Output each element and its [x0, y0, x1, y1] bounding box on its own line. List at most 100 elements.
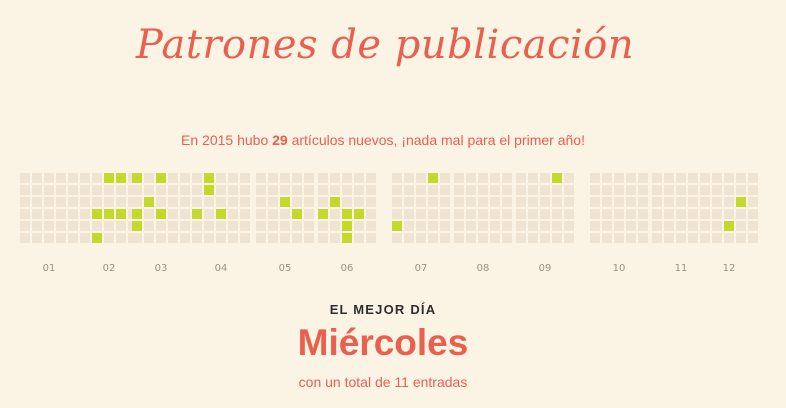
heatmap-cell	[168, 221, 178, 231]
heatmap-cell	[552, 221, 562, 231]
heatmap-cell	[540, 173, 550, 183]
heatmap-cell	[528, 197, 538, 207]
heatmap-cell	[256, 209, 266, 219]
heatmap-cell	[712, 209, 722, 219]
heatmap-cell	[192, 173, 202, 183]
heatmap-cell	[228, 209, 238, 219]
heatmap-cell	[652, 173, 662, 183]
heatmap-cell	[602, 173, 612, 183]
heatmap-cell	[516, 185, 526, 195]
month-label: 02	[102, 263, 116, 274]
heatmap-cell	[32, 221, 42, 231]
heatmap-cell	[404, 209, 414, 219]
heatmap-cell	[552, 197, 562, 207]
heatmap-cell	[626, 233, 636, 243]
heatmap-cell	[688, 197, 698, 207]
heatmap-cell	[516, 197, 526, 207]
heatmap-cell	[700, 185, 710, 195]
heatmap-cell	[80, 209, 90, 219]
heatmap-cell	[104, 173, 114, 183]
heatmap-cell	[502, 173, 512, 183]
heatmap-cell	[342, 173, 352, 183]
heatmap-cell	[392, 173, 402, 183]
month-label: 04	[214, 263, 228, 274]
heatmap-cell	[440, 209, 450, 219]
heatmap-cell	[366, 209, 376, 219]
heatmap-cell	[318, 209, 328, 219]
heatmap-cell	[712, 233, 722, 243]
heatmap-cell	[638, 209, 648, 219]
heatmap-cell	[614, 197, 624, 207]
heatmap-cell	[664, 197, 674, 207]
heatmap-cell	[192, 221, 202, 231]
heatmap-cell	[528, 173, 538, 183]
heatmap-cell	[748, 185, 758, 195]
heatmap-cell	[180, 209, 190, 219]
heatmap-cell	[490, 173, 500, 183]
heatmap-cell	[700, 209, 710, 219]
heatmap-cell	[552, 173, 562, 183]
heatmap-cell	[292, 185, 302, 195]
heatmap-cell	[354, 209, 364, 219]
heatmap-cell	[44, 197, 54, 207]
heatmap-cell	[216, 221, 226, 231]
heatmap-cell	[304, 209, 314, 219]
heatmap-cell	[92, 221, 102, 231]
heatmap-cell	[92, 173, 102, 183]
heatmap-cell	[116, 221, 126, 231]
heatmap-cell	[354, 233, 364, 243]
heatmap-cell	[168, 209, 178, 219]
heatmap-cell	[736, 209, 746, 219]
heatmap-cell	[602, 185, 612, 195]
heatmap-cell	[748, 173, 758, 183]
heatmap-cell	[688, 233, 698, 243]
heatmap-cell	[132, 209, 142, 219]
heatmap-cell	[602, 209, 612, 219]
heatmap-cell	[216, 209, 226, 219]
heatmap-cell	[204, 221, 214, 231]
heatmap-cell	[330, 209, 340, 219]
heatmap-cell	[204, 173, 214, 183]
heatmap-cell	[156, 209, 166, 219]
heatmap-cell	[44, 221, 54, 231]
heatmap-cell	[688, 173, 698, 183]
heatmap-cell	[228, 185, 238, 195]
heatmap-cell	[256, 233, 266, 243]
heatmap-cell	[664, 233, 674, 243]
heatmap-cell	[354, 173, 364, 183]
heatmap-cell	[502, 185, 512, 195]
heatmap-cell	[552, 185, 562, 195]
heatmap-cell	[268, 197, 278, 207]
heatmap-cell	[168, 185, 178, 195]
heatmap-cell	[280, 173, 290, 183]
heatmap-cell	[392, 185, 402, 195]
heatmap-cell	[192, 233, 202, 243]
best-day-summary: con un total de 11 entradas	[298, 374, 468, 390]
month-label: 11	[674, 263, 688, 274]
heatmap-cell	[180, 233, 190, 243]
heatmap-cell	[626, 221, 636, 231]
heatmap-cell	[256, 185, 266, 195]
heatmap-cell	[116, 185, 126, 195]
heatmap-cell	[204, 197, 214, 207]
heatmap-cell	[304, 233, 314, 243]
heatmap-cell	[240, 185, 250, 195]
heatmap-cell	[502, 221, 512, 231]
heatmap-cell	[428, 209, 438, 219]
heatmap-cell	[440, 197, 450, 207]
heatmap-cell	[614, 185, 624, 195]
heatmap-cell	[516, 233, 526, 243]
heatmap-cell	[116, 197, 126, 207]
heatmap-cell	[256, 173, 266, 183]
heatmap-cell	[56, 173, 66, 183]
heatmap-cell	[748, 221, 758, 231]
heatmap-cell	[652, 185, 662, 195]
heatmap-cell	[44, 185, 54, 195]
heatmap-cell	[32, 197, 42, 207]
heatmap-cell	[240, 209, 250, 219]
heatmap-cell	[440, 185, 450, 195]
heatmap-cell	[80, 185, 90, 195]
heatmap-cell	[564, 185, 574, 195]
heatmap-cell	[280, 233, 290, 243]
heatmap-cell	[56, 233, 66, 243]
